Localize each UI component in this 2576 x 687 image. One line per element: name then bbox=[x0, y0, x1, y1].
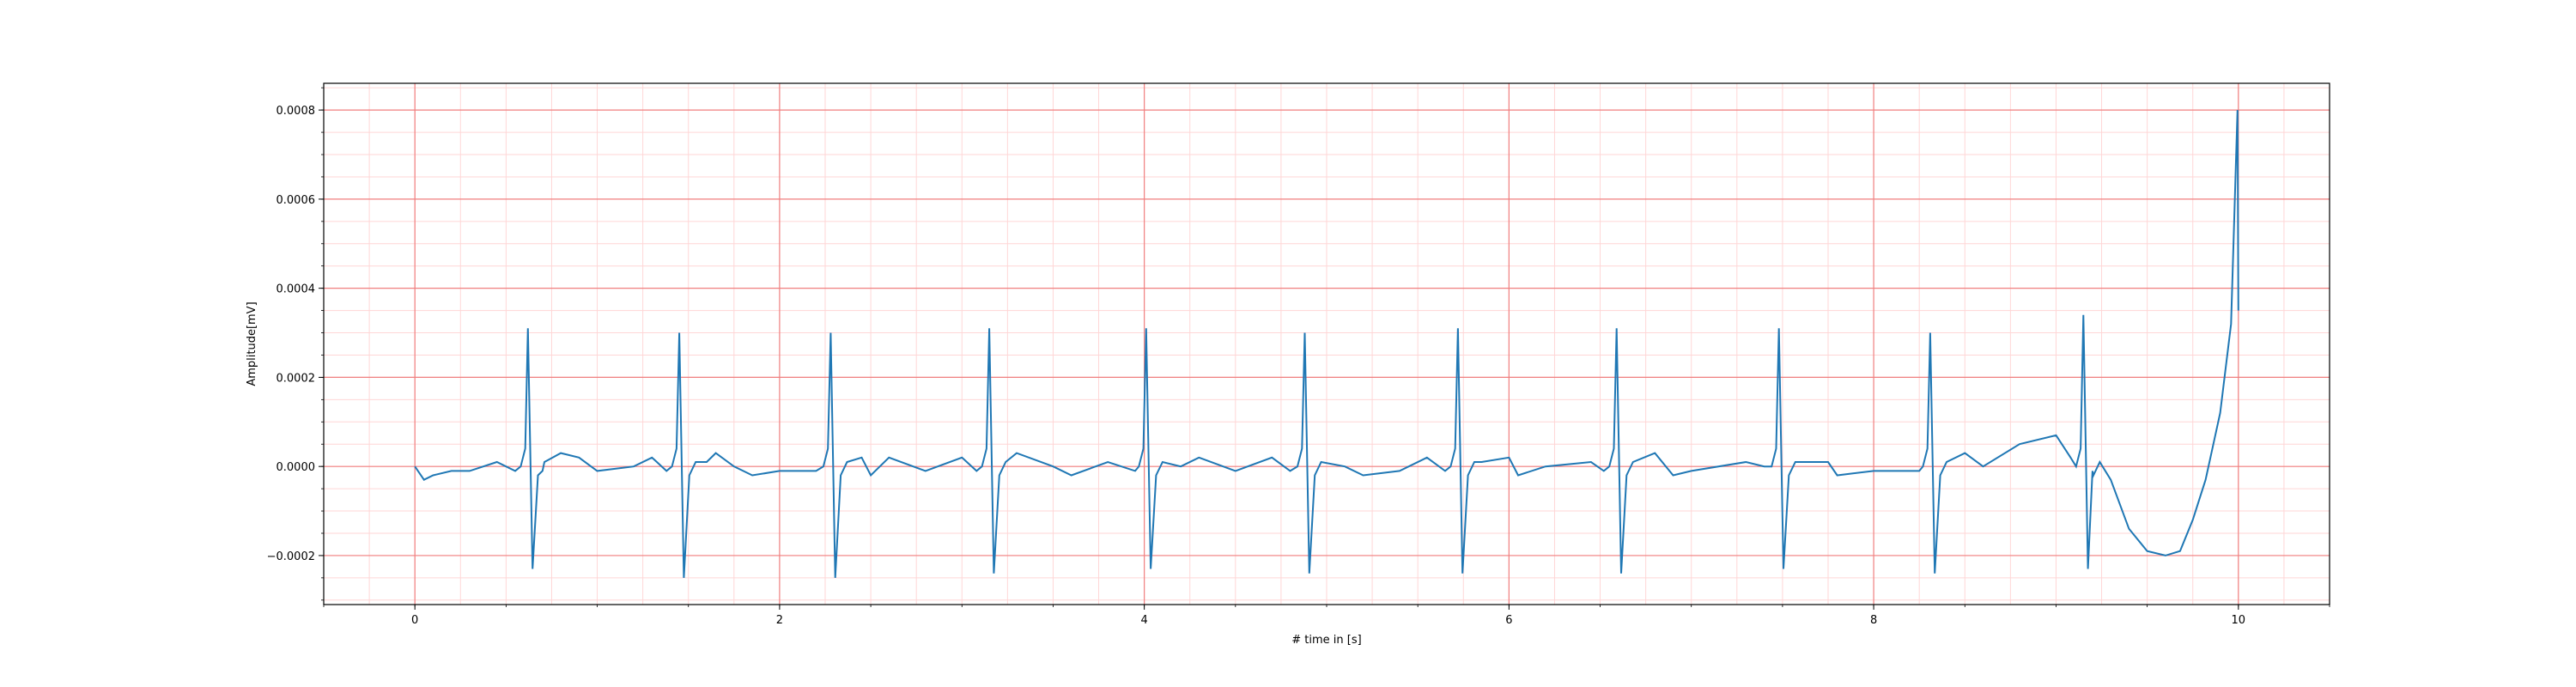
x-tick-label: 10 bbox=[2232, 614, 2246, 627]
major-grid bbox=[324, 83, 2330, 605]
x-axis: 0 2 4 6 8 10 bbox=[323, 605, 2330, 627]
y-tick-label: 0.0004 bbox=[276, 283, 316, 296]
y-tick-label: 0.0002 bbox=[276, 372, 316, 385]
y-tick-label: 0.0000 bbox=[276, 461, 316, 474]
minor-grid bbox=[323, 83, 2330, 605]
signal-line bbox=[414, 110, 2239, 578]
y-axis: −0.0002 0.0000 0.0002 0.0004 0.0006 0.0008 bbox=[267, 87, 324, 601]
x-axis-label: # time in [s] bbox=[1291, 634, 1361, 647]
x-tick-label: 6 bbox=[1505, 614, 1512, 627]
x-tick-label: 0 bbox=[411, 614, 418, 627]
y-axis-label: Amplitude[mV] bbox=[246, 301, 258, 386]
x-tick-label: 4 bbox=[1140, 614, 1147, 627]
y-tick-label: −0.0002 bbox=[267, 550, 315, 563]
x-tick-label: 8 bbox=[1870, 614, 1877, 627]
y-tick-label: 0.0006 bbox=[276, 194, 316, 207]
y-tick-label: 0.0008 bbox=[276, 105, 316, 118]
x-tick-label: 2 bbox=[776, 614, 783, 627]
